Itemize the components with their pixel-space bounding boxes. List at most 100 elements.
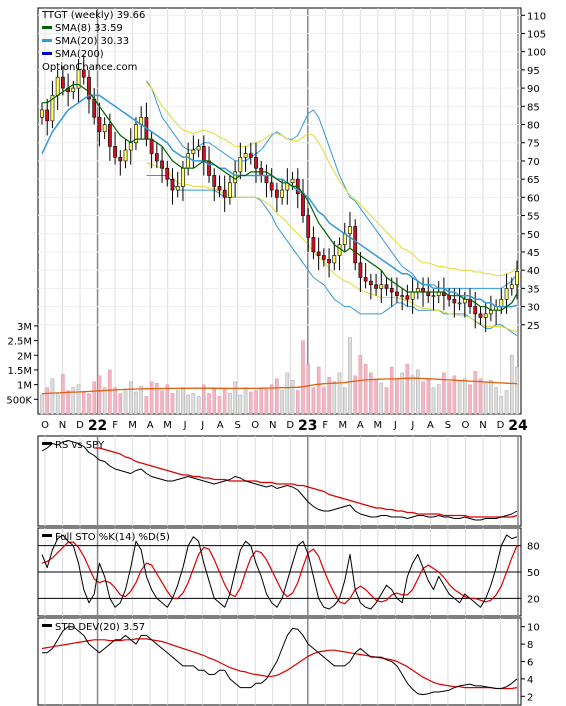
- candle-up: [175, 186, 180, 191]
- x-axis-label: J: [200, 420, 204, 431]
- price-tick-label: 85: [527, 102, 540, 113]
- volume-bar: [426, 378, 431, 415]
- volume-bar: [97, 375, 102, 415]
- candle-up: [40, 109, 44, 118]
- candle-down: [254, 156, 258, 169]
- price-tick-label: 25: [527, 321, 540, 332]
- volume-bar: [269, 384, 274, 415]
- volume-bar: [61, 374, 65, 415]
- sto-legend-label: Full STO %K(14) %D(5): [55, 532, 170, 543]
- volume-bar: [76, 384, 81, 415]
- volume-bar: [416, 369, 420, 415]
- volume-bar: [447, 381, 451, 415]
- rs-legend-label: RS vs SPY: [55, 440, 105, 451]
- candle-up: [228, 182, 232, 198]
- volume-bar: [144, 396, 149, 415]
- candle-down: [160, 160, 164, 169]
- volume-bar: [280, 390, 284, 415]
- volume-bar: [196, 396, 201, 415]
- x-axis-label: O: [41, 420, 49, 431]
- candle-down: [363, 277, 368, 282]
- volume-tick-label: 1.5M: [7, 366, 32, 377]
- volume-bar: [50, 378, 55, 415]
- candle-up: [280, 189, 284, 198]
- volume-bar: [285, 372, 290, 415]
- candle-up: [181, 167, 185, 187]
- volume-tick-label: 1M: [17, 381, 32, 392]
- candle-up: [123, 149, 128, 162]
- x-axis-label: D: [497, 420, 505, 431]
- x-axis-label: N: [269, 420, 276, 431]
- volume-bar: [108, 369, 112, 415]
- volume-bar: [301, 340, 305, 415]
- volume-average-line: [41, 377, 518, 395]
- volume-bar: [249, 391, 253, 415]
- x-axis-label: J: [393, 420, 397, 431]
- candle-down: [154, 153, 159, 162]
- volume-bar: [322, 387, 326, 415]
- candle-down: [201, 146, 206, 162]
- candle-down: [149, 138, 154, 154]
- volume-bar: [510, 355, 514, 415]
- price-tick-label: 90: [527, 84, 540, 95]
- volume-tick-label: 3M: [17, 322, 32, 333]
- volume-bar: [128, 381, 133, 415]
- envelope-upper-line: [146, 82, 518, 277]
- volume-bar: [186, 394, 190, 415]
- candle-down: [170, 178, 175, 191]
- candle-down: [327, 258, 331, 264]
- volume-bar: [369, 372, 373, 415]
- price-tick-label: 105: [527, 29, 546, 40]
- volume-bar: [92, 381, 96, 415]
- candle-down: [264, 175, 269, 184]
- candle-down: [452, 299, 457, 304]
- candle-up: [243, 153, 248, 158]
- price-tick-label: 65: [527, 175, 540, 186]
- std-tick-label: 8: [527, 640, 533, 651]
- candle-up: [238, 156, 243, 173]
- candle-up: [55, 76, 60, 96]
- volume-bar: [410, 375, 415, 415]
- volume-bar: [478, 378, 483, 415]
- volume-bar: [118, 393, 123, 415]
- candle-down: [321, 255, 326, 260]
- envelope-lower-line: [146, 162, 518, 332]
- volume-bar: [228, 393, 232, 415]
- volume-bar: [238, 394, 243, 415]
- volume-bar: [295, 390, 300, 415]
- candle-down: [269, 182, 274, 191]
- volume-bar: [452, 375, 457, 415]
- volume-bar: [165, 384, 170, 415]
- volume-bar: [468, 384, 472, 415]
- sto-k-line: [41, 534, 518, 610]
- std-tick-label: 6: [527, 658, 533, 669]
- candle-down: [478, 313, 483, 318]
- candle-up: [196, 146, 201, 151]
- legend-label: SMA(20) 30.33: [55, 36, 129, 47]
- std-line: [42, 626, 518, 696]
- candle-up: [515, 271, 519, 286]
- candle-down: [248, 153, 253, 158]
- candle-down: [212, 175, 217, 187]
- candle-down: [301, 193, 305, 216]
- candle-up: [128, 142, 133, 151]
- price-tick-label: 40: [527, 266, 540, 277]
- candle-up: [348, 226, 352, 235]
- candle-down: [384, 284, 389, 289]
- std-tick-label: 10: [527, 623, 540, 634]
- volume-bar: [353, 375, 357, 415]
- candle-down: [61, 76, 65, 89]
- volume-bar: [463, 378, 467, 415]
- price-tick-label: 75: [527, 139, 540, 150]
- volume-bar: [202, 384, 206, 415]
- x-axis-label: A: [357, 420, 364, 431]
- candle-up: [290, 178, 295, 184]
- volume-bar: [275, 378, 279, 415]
- candle-up: [134, 124, 138, 144]
- candle-down: [311, 237, 316, 253]
- volume-bar: [181, 387, 185, 415]
- legend-label: SMA(200): [55, 49, 104, 60]
- x-axis-label: 22: [88, 418, 107, 434]
- volume-bar: [442, 372, 446, 415]
- std-panel: [37, 617, 522, 706]
